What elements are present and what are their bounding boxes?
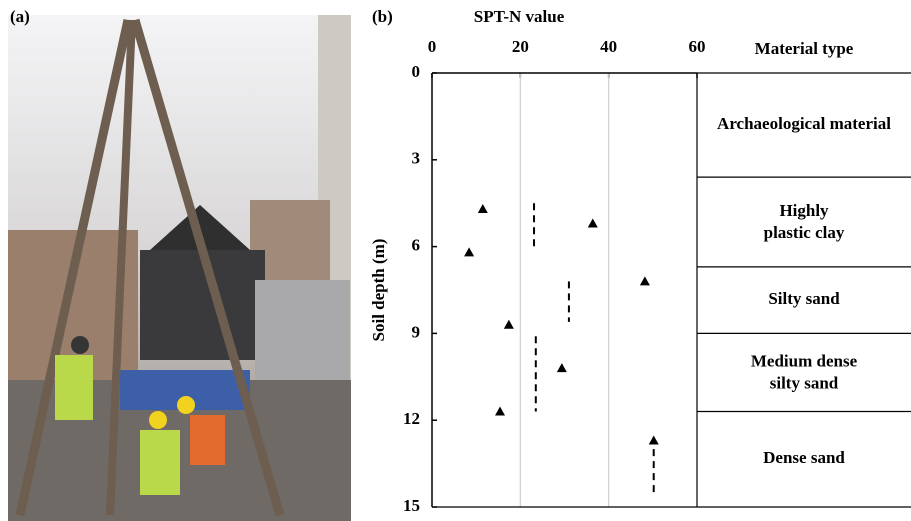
layer-label: Archaeological material: [717, 114, 891, 133]
point: [464, 247, 475, 257]
point: [477, 203, 488, 213]
panel-label: (a): [10, 7, 30, 26]
point: [648, 435, 659, 445]
x-tick-label: 20: [512, 37, 529, 56]
point: [503, 319, 514, 329]
layer-label: Dense sand: [763, 448, 845, 467]
y-tick-label: 12: [403, 409, 420, 428]
layer-label: Medium dense silty sand: [751, 351, 858, 392]
point: [495, 406, 506, 416]
x-axis-title: SPT-N value: [474, 7, 565, 26]
photo: [8, 15, 351, 521]
y-tick-label: 6: [412, 236, 421, 255]
y-tick-label: 0: [412, 62, 421, 81]
layer-header: Material type: [755, 39, 854, 58]
layer-label: Highly plastic clay: [764, 201, 845, 242]
x-tick-label: 40: [600, 37, 617, 56]
y-tick-label: 3: [412, 149, 421, 168]
point: [587, 218, 598, 228]
point: [639, 276, 650, 286]
x-tick-label: 60: [689, 37, 706, 56]
layer-label: Silty sand: [768, 289, 840, 308]
y-tick-label: 9: [412, 322, 421, 341]
y-tick-label: 15: [403, 496, 420, 515]
panel-label: (b): [372, 7, 393, 26]
point: [556, 363, 567, 373]
y-axis-title: Soil depth (m): [369, 239, 388, 342]
x-tick-label: 0: [428, 37, 437, 56]
